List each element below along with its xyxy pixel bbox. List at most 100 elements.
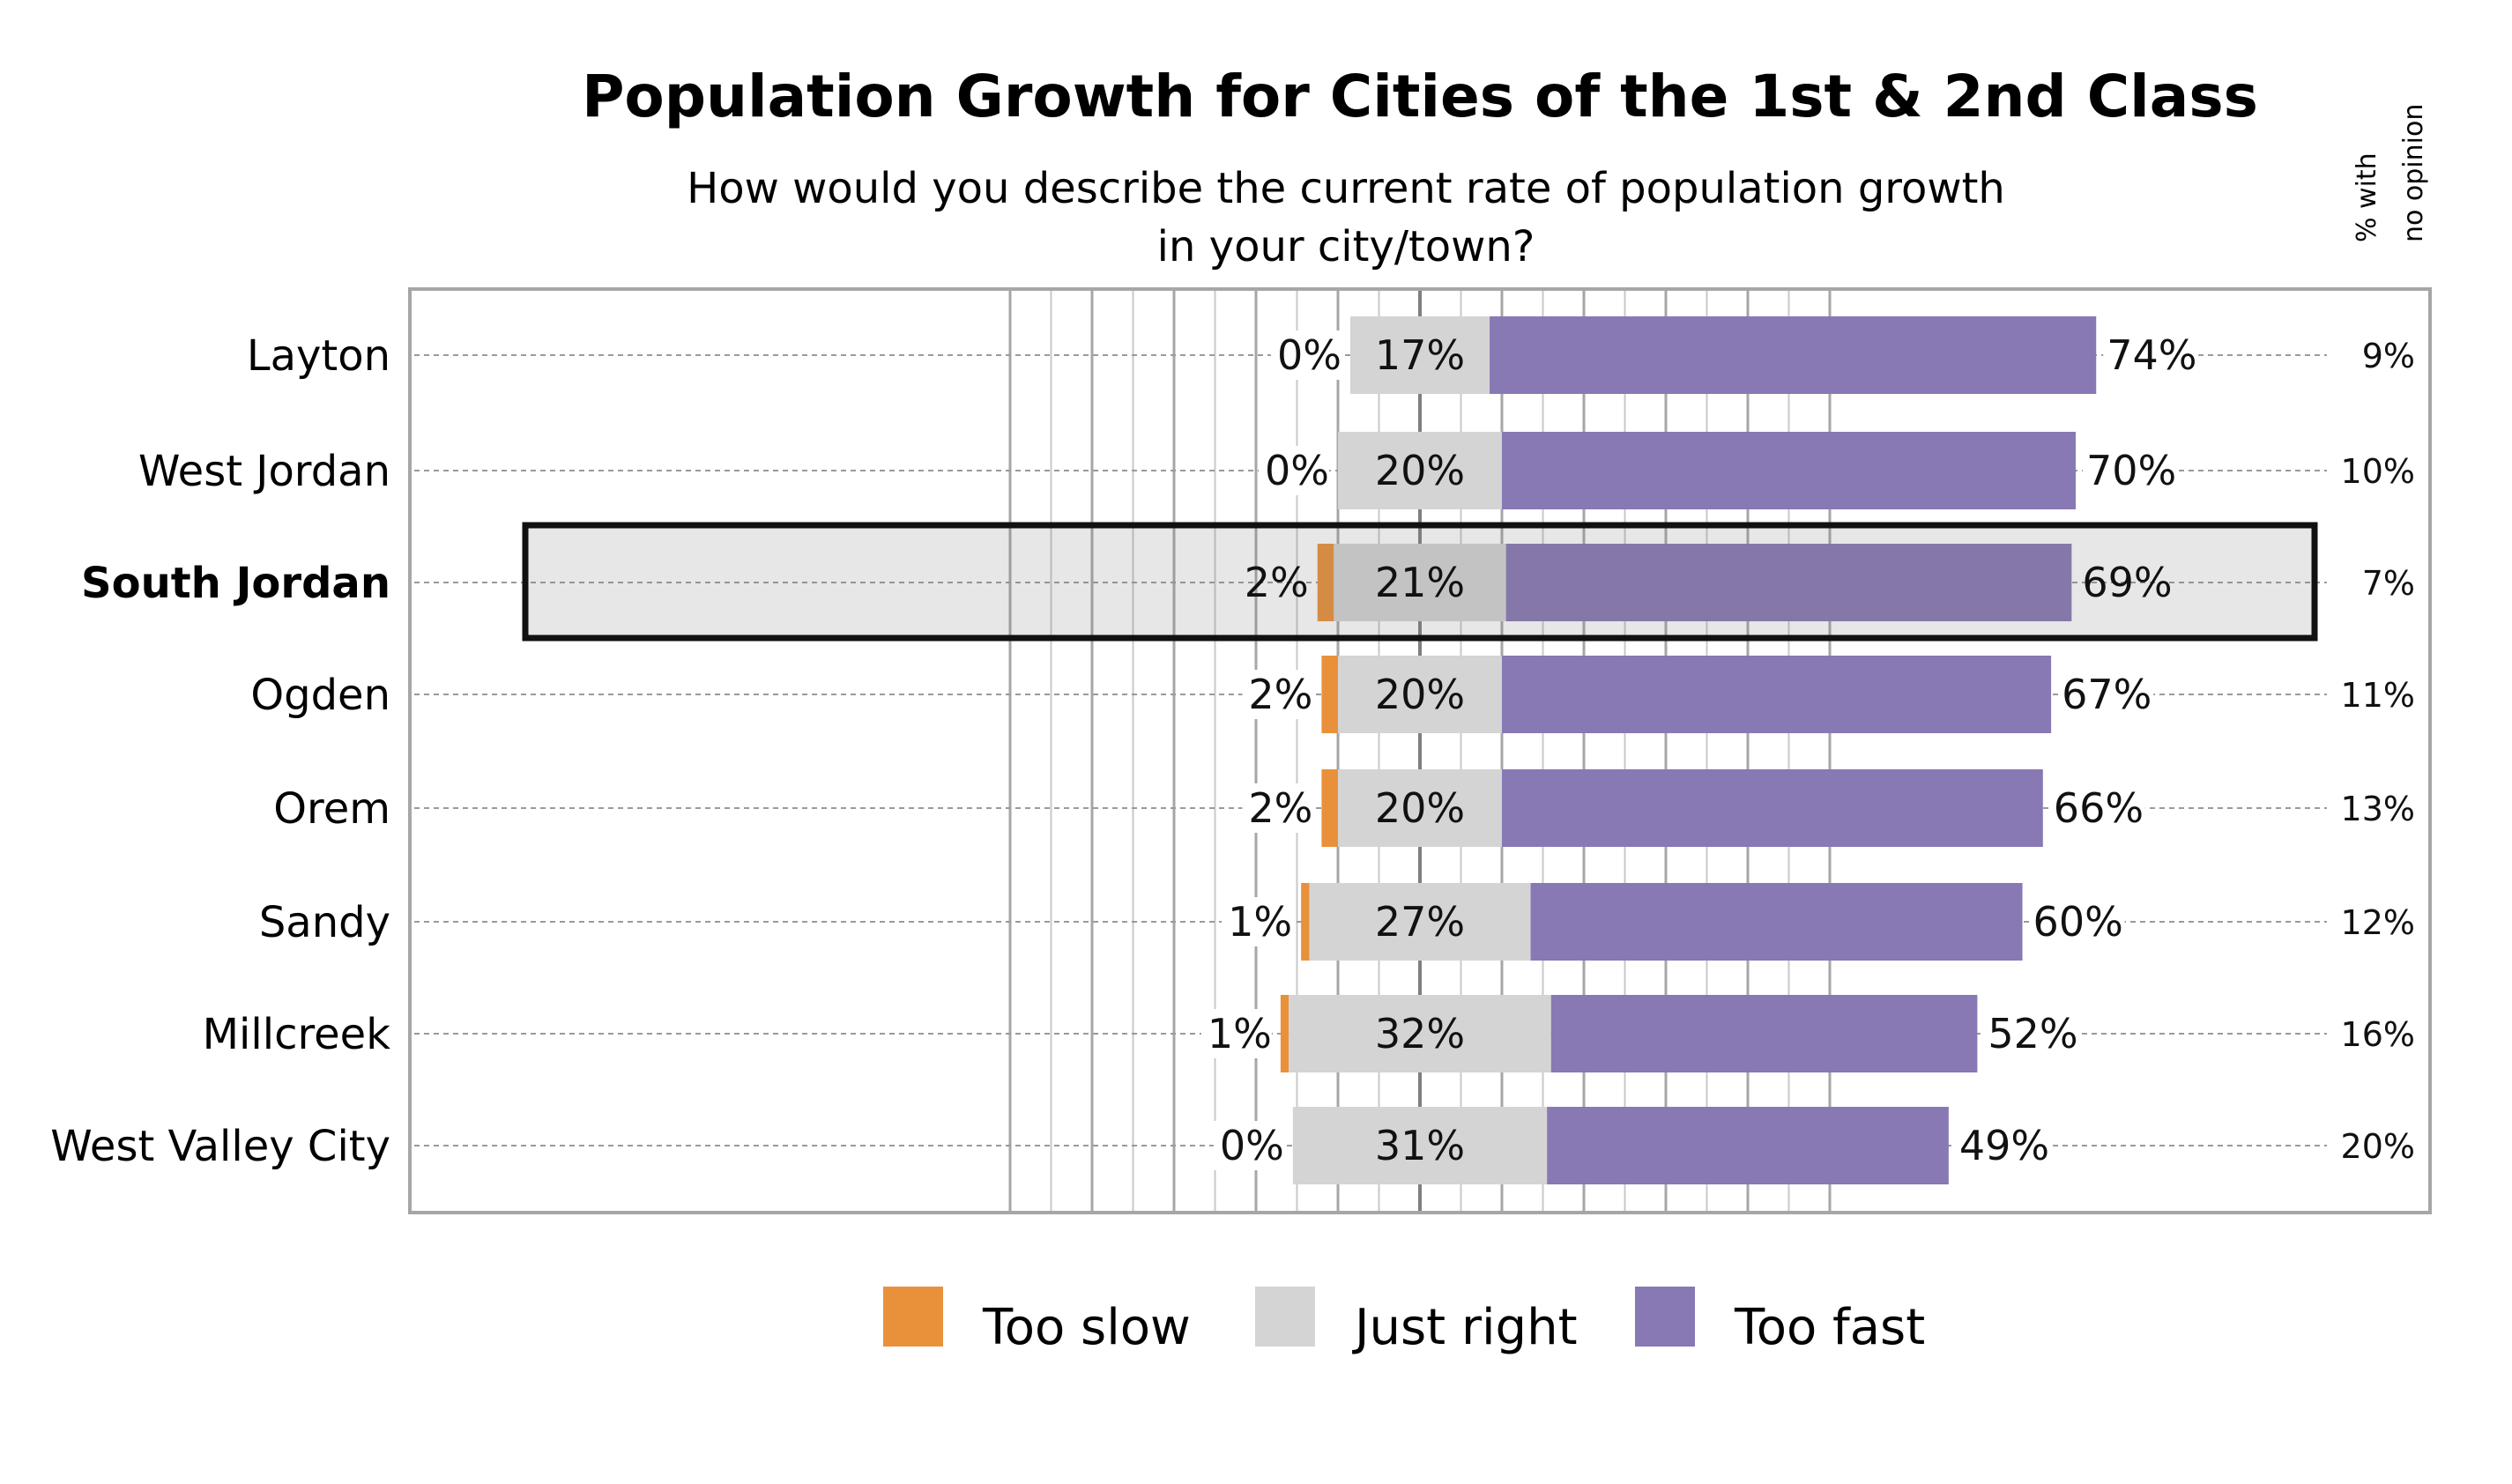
label-too-fast: 70%: [2086, 447, 2176, 494]
category-label: Layton: [247, 331, 390, 381]
legend-item: Too fast: [1635, 1287, 1925, 1356]
label-bg: [1984, 1009, 2080, 1058]
label-too-slow: 2%: [1248, 784, 1312, 832]
label-bg: [2049, 783, 2145, 833]
bar-just-right: [1338, 432, 1502, 509]
label-just-right: 31%: [1375, 1122, 1465, 1169]
bar-too-fast: [1502, 656, 2052, 733]
label-bg: [1259, 446, 1329, 495]
bar-too-fast: [1530, 883, 2023, 961]
category-label: South Jordan: [81, 559, 390, 608]
label-too-fast: 49%: [1959, 1122, 2049, 1169]
bar-too-slow: [1301, 883, 1310, 961]
legend-label: Too fast: [1734, 1299, 1925, 1356]
bar-row: West Valley City 0% 31% 49% 20%: [50, 1107, 2424, 1184]
label-bg: [2327, 560, 2424, 605]
no-opinion-value: 12%: [2341, 903, 2415, 942]
label-bg: [2058, 670, 2154, 719]
bar-row: Orem 2% 20% 66% 13%: [273, 769, 2424, 847]
category-label: Millcreek: [203, 1010, 391, 1059]
label-too-slow: 1%: [1208, 1010, 1272, 1057]
bar-too-fast: [1502, 769, 2043, 847]
label-bg: [2327, 332, 2424, 378]
label-just-right: 27%: [1375, 898, 1465, 946]
label-bg: [1242, 670, 1313, 719]
legend-label: Just right: [1352, 1299, 1578, 1356]
legend-swatch: [883, 1287, 943, 1347]
bar-too-fast: [1505, 544, 2072, 621]
bar-just-right: [1292, 1107, 1548, 1184]
chart-title: Population Growth for Cities of the 1st …: [582, 63, 2258, 130]
bar-too-slow: [1321, 769, 1338, 847]
label-bg: [2327, 785, 2424, 831]
legend-swatch: [1635, 1287, 1695, 1347]
legend-label: Too slow: [982, 1299, 1191, 1356]
bar-row: Sandy 1% 27% 60% 12%: [259, 883, 2424, 961]
bar-row: Layton 0% 17% 74% 9%: [247, 316, 2424, 394]
bar-too-fast: [1547, 1107, 1949, 1184]
chart-subtitle-line1: How would you describe the current rate …: [687, 164, 2005, 213]
label-bg: [1213, 1121, 1284, 1170]
label-just-right: 17%: [1375, 331, 1465, 379]
bar-too-fast: [1502, 432, 2076, 509]
bar-just-right: [1309, 883, 1531, 961]
label-too-fast: 60%: [2033, 898, 2123, 946]
bar-too-fast: [1550, 995, 1978, 1072]
label-just-right: 32%: [1375, 1010, 1465, 1057]
label-too-slow: 2%: [1245, 559, 1309, 606]
label-too-slow: 0%: [1277, 331, 1341, 379]
label-just-right: 21%: [1375, 559, 1465, 606]
no-opinion-value: 10%: [2341, 452, 2415, 491]
legend: Too slow Just right Too fast: [883, 1287, 1925, 1356]
bar-too-fast: [1490, 316, 2097, 394]
legend-swatch: [1255, 1287, 1315, 1347]
label-too-slow: 0%: [1265, 447, 1329, 494]
bar-just-right: [1338, 769, 1502, 847]
bar-row: South Jordan 2% 21% 69% 7%: [81, 522, 2424, 642]
label-just-right: 20%: [1375, 671, 1465, 718]
label-bg: [1200, 1009, 1272, 1058]
label-bg: [2327, 899, 2424, 945]
label-bg: [2327, 1011, 2424, 1057]
label-bg: [1955, 1121, 2051, 1170]
category-label: Sandy: [259, 898, 390, 947]
label-just-right: 20%: [1375, 784, 1465, 832]
chart-subtitle-line2: in your city/town?: [1157, 222, 1535, 271]
legend-item: Just right: [1255, 1287, 1578, 1356]
rows: Layton 0% 17% 74% 9% West Jordan 0% 20% 70% 10% So…: [50, 316, 2424, 1184]
label-too-fast: 52%: [1988, 1010, 2077, 1057]
label-bg: [2327, 448, 2424, 493]
bar-row: Ogden 2% 20% 67% 11%: [250, 656, 2424, 733]
bar-too-slow: [1317, 544, 1334, 621]
bar-just-right: [1334, 544, 1506, 621]
no-opinion-header-line2: no opinion: [2398, 104, 2429, 242]
label-bg: [1242, 783, 1313, 833]
legend-item: Too slow: [883, 1287, 1191, 1356]
category-label: West Valley City: [50, 1122, 390, 1171]
label-too-fast: 69%: [2082, 559, 2172, 606]
no-opinion-header-line1: % with: [2352, 152, 2382, 242]
no-opinion-value: 9%: [2362, 337, 2415, 375]
label-bg: [2103, 330, 2199, 380]
label-bg: [2029, 897, 2125, 946]
category-label: Orem: [273, 784, 390, 834]
label-too-fast: 74%: [2107, 331, 2196, 379]
bar-just-right: [1349, 316, 1490, 394]
no-opinion-value: 7%: [2362, 564, 2415, 603]
plot-frame: [408, 287, 2432, 1214]
category-label: West Jordan: [138, 447, 390, 496]
label-just-right: 20%: [1375, 447, 1465, 494]
label-bg: [2327, 672, 2424, 717]
bar-just-right: [1289, 995, 1551, 1072]
highlight-box: [522, 522, 2318, 642]
no-opinion-value: 11%: [2341, 676, 2415, 715]
label-too-slow: 0%: [1220, 1122, 1284, 1169]
no-opinion-value: 13%: [2341, 790, 2415, 828]
label-too-slow: 2%: [1248, 671, 1312, 718]
label-too-slow: 1%: [1228, 898, 1292, 946]
bar-row: Millcreek 1% 32% 52% 16%: [203, 995, 2424, 1072]
gridlines: [1008, 289, 1832, 1213]
label-too-fast: 67%: [2062, 671, 2152, 718]
label-bg: [1270, 330, 1341, 380]
